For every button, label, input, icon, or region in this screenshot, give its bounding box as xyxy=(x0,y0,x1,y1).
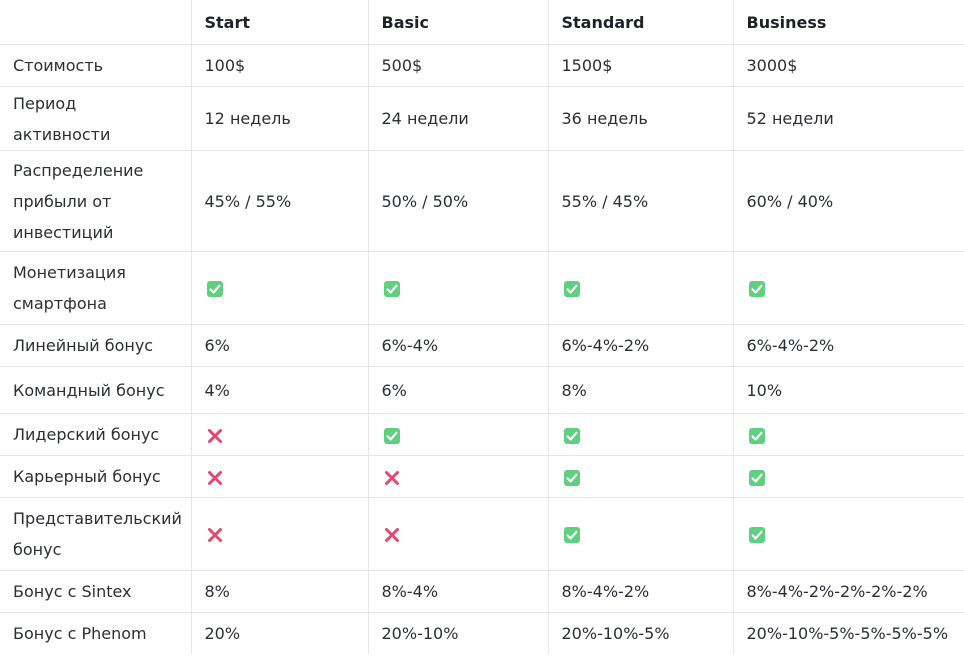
header-plan-business: Business xyxy=(733,0,964,45)
row-label: Карьерный бонус xyxy=(0,455,192,498)
table-row-activity-period: Период активности 12 недель 24 недели 36… xyxy=(0,86,964,151)
table-cell: 8%-4%-2% xyxy=(548,570,734,613)
table-cell xyxy=(368,455,549,498)
table-cell xyxy=(548,497,734,571)
check-mark-icon xyxy=(563,280,581,298)
header-plan-standard: Standard xyxy=(548,0,734,45)
table-cell xyxy=(733,251,964,325)
table-cell xyxy=(548,251,734,325)
table-cell: 52 недели xyxy=(733,86,964,151)
cross-mark-icon xyxy=(206,469,224,487)
table-cell: 20%-10% xyxy=(368,612,549,654)
table-cell: 6% xyxy=(191,324,369,367)
row-label: Лидерский бонус xyxy=(0,413,192,456)
table-cell xyxy=(733,455,964,498)
table-cell: 6%-4%-2% xyxy=(733,324,964,367)
table-cell xyxy=(191,251,369,325)
table-cell xyxy=(368,251,549,325)
table-cell: 6%-4% xyxy=(368,324,549,367)
row-label: Распределение прибыли от инвестиций xyxy=(0,150,192,252)
table-header-row: Start Basic Standard Business xyxy=(0,0,964,45)
table-cell: 500$ xyxy=(368,44,549,87)
table-cell xyxy=(548,455,734,498)
check-mark-icon xyxy=(748,469,766,487)
table-cell: 45% / 55% xyxy=(191,150,369,252)
table-cell: 20%-10%-5% xyxy=(548,612,734,654)
table-cell xyxy=(368,413,549,456)
table-cell xyxy=(733,497,964,571)
check-mark-icon xyxy=(748,280,766,298)
check-mark-icon xyxy=(383,280,401,298)
table-cell: 50% / 50% xyxy=(368,150,549,252)
table-cell xyxy=(733,413,964,456)
row-label: Представительский бонус xyxy=(0,497,192,571)
check-mark-icon xyxy=(383,427,401,445)
table-cell: 36 недель xyxy=(548,86,734,151)
row-label: Линейный бонус xyxy=(0,324,192,367)
table-cell: 8%-4% xyxy=(368,570,549,613)
header-empty-cell xyxy=(0,0,192,45)
table-cell: 60% / 40% xyxy=(733,150,964,252)
row-label: Бонус с Phenom xyxy=(0,612,192,654)
table-cell: 10% xyxy=(733,366,964,414)
check-mark-icon xyxy=(563,469,581,487)
table-row-smartphone-monetization: Монетизация смартфона xyxy=(0,251,964,325)
table-cell: 12 недель xyxy=(191,86,369,151)
table-cell xyxy=(191,455,369,498)
table-row-cost: Стоимость 100$ 500$ 1500$ 3000$ xyxy=(0,44,964,87)
header-plan-basic: Basic xyxy=(368,0,549,45)
table-row-sintex-bonus: Бонус с Sintex 8% 8%-4% 8%-4%-2% 8%-4%-2… xyxy=(0,570,964,613)
table-cell: 55% / 45% xyxy=(548,150,734,252)
check-mark-icon xyxy=(206,280,224,298)
check-mark-icon xyxy=(563,526,581,544)
row-label: Стоимость xyxy=(0,44,192,87)
table-cell: 24 недели xyxy=(368,86,549,151)
table-cell xyxy=(548,413,734,456)
cross-mark-icon xyxy=(206,526,224,544)
table-row-phenom-bonus: Бонус с Phenom 20% 20%-10% 20%-10%-5% 20… xyxy=(0,612,964,654)
table-row-leader-bonus: Лидерский бонус xyxy=(0,413,964,456)
table-cell: 20%-10%-5%-5%-5%-5% xyxy=(746,624,949,643)
cross-mark-icon xyxy=(383,469,401,487)
table-cell: 3000$ xyxy=(733,44,964,87)
table-cell xyxy=(191,413,369,456)
header-plan-start: Start xyxy=(191,0,369,45)
table-row-career-bonus: Карьерный бонус xyxy=(0,455,964,498)
row-label: Командный бонус xyxy=(0,366,192,414)
table-cell: 6%-4%-2% xyxy=(548,324,734,367)
table-cell xyxy=(368,497,549,571)
table-row-profit-distribution: Распределение прибыли от инвестиций 45% … xyxy=(0,150,964,252)
check-mark-icon xyxy=(748,427,766,445)
table-cell: 6% xyxy=(368,366,549,414)
table-cell: 8%-4%-2%-2%-2%-2% xyxy=(733,570,964,613)
row-label: Период активности xyxy=(0,86,192,151)
table-cell: 4% xyxy=(191,366,369,414)
table-cell: 8% xyxy=(191,570,369,613)
cross-mark-icon xyxy=(206,427,224,445)
table-row-team-bonus: Командный бонус 4% 6% 8% 10% xyxy=(0,366,964,414)
check-mark-icon xyxy=(563,427,581,445)
row-label: Монетизация смартфона xyxy=(0,251,192,325)
check-mark-icon xyxy=(748,526,766,544)
table-cell: 20% xyxy=(191,612,369,654)
row-label: Бонус с Sintex xyxy=(0,570,192,613)
table-row-representative-bonus: Представительский бонус xyxy=(0,497,964,571)
table-row-linear-bonus: Линейный бонус 6% 6%-4% 6%-4%-2% 6%-4%-2… xyxy=(0,324,964,367)
table-cell: 8% xyxy=(548,366,734,414)
cross-mark-icon xyxy=(383,526,401,544)
table-cell: 100$ xyxy=(191,44,369,87)
table-cell xyxy=(191,497,369,571)
table-cell: 1500$ xyxy=(548,44,734,87)
